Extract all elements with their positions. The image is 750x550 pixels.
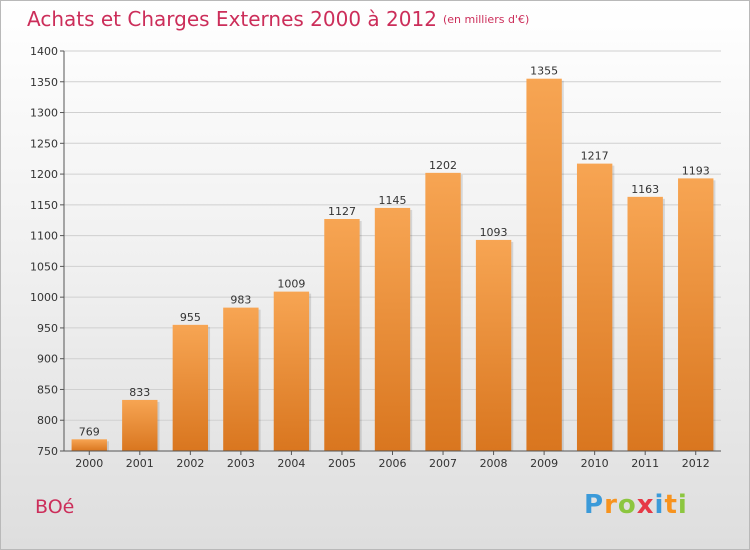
value-label: 955 [180,311,201,324]
value-label: 1009 [277,278,305,291]
y-tick-label: 1050 [30,260,58,273]
y-tick-label: 750 [37,445,58,458]
bar-2006 [374,207,411,451]
y-tick-label: 1150 [30,199,58,212]
bar-2003 [223,307,259,451]
value-label: 1193 [682,164,710,177]
bar-2004 [273,291,310,451]
x-tick-label: 2003 [227,457,255,470]
value-label: 1093 [480,226,508,239]
chart-title: Achats et Charges Externes 2000 à 2012 (e… [27,7,529,31]
y-tick-label: 1400 [30,45,58,58]
value-label: 1145 [379,194,407,207]
bar-2010 [576,163,613,451]
x-tick-label: 2006 [379,457,407,470]
proxiti-logo: Proxiti [584,490,688,520]
x-tick-label: 2001 [126,457,154,470]
y-tick-label: 800 [37,414,58,427]
x-tick-label: 2011 [631,457,659,470]
bar-2009 [526,78,562,451]
chart-subtitle: (en milliers d'€) [442,13,530,26]
y-tick-label: 1000 [30,291,58,304]
logo-letter: x [636,490,655,520]
bar-2007 [425,172,461,451]
y-tick-label: 1250 [30,137,58,150]
logo-letter: o [617,490,637,520]
bars: 769 833 955 983 1009 1127 1145 1202 1093 1355 1217… [71,65,716,451]
y-tick-label: 1100 [30,230,58,243]
bar-2008 [475,239,512,451]
value-label: 1163 [631,183,659,196]
value-label: 1202 [429,159,457,172]
value-label: 983 [230,294,251,307]
y-tick-label: 950 [37,322,58,335]
x-tick-label: 2005 [328,457,356,470]
bar-2001 [122,399,158,451]
value-label: 1127 [328,205,356,218]
bar-2012 [678,178,714,451]
x-tick-label: 2012 [682,457,710,470]
value-label: 1355 [530,65,558,78]
x-tick-label: 2004 [277,457,305,470]
logo-letter: i [677,490,688,520]
y-tick-label: 1200 [30,168,58,181]
y-tick-label: 900 [37,353,58,366]
bar-2005 [324,219,360,451]
bar-2002 [172,324,209,451]
x-tick-label: 2008 [480,457,508,470]
x-tick-label: 2010 [581,457,609,470]
logo-letter: P [584,490,605,520]
value-label: 769 [79,425,100,438]
x-tick-label: 2002 [176,457,204,470]
value-label: 833 [129,386,150,399]
axes: 750 800 850 900 950 1000 1050 1100 1150 1200 1250 1… [30,45,721,470]
value-label: 1217 [581,150,609,163]
y-tick-label: 850 [37,383,58,396]
y-tick-label: 1300 [30,107,58,120]
y-tick-label: 1350 [30,76,58,89]
bar-2000 [71,439,107,451]
logo-letter: r [604,490,618,520]
x-tick-label: 2000 [75,457,103,470]
logo-letter: t [664,490,678,520]
logo-letter: i [654,490,665,520]
commune-name: BOé [35,496,75,518]
x-tick-label: 2007 [429,457,457,470]
x-tick-label: 2009 [530,457,558,470]
bar-2011 [627,196,663,451]
chart-title-text: Achats et Charges Externes 2000 à 2012 [27,7,437,31]
